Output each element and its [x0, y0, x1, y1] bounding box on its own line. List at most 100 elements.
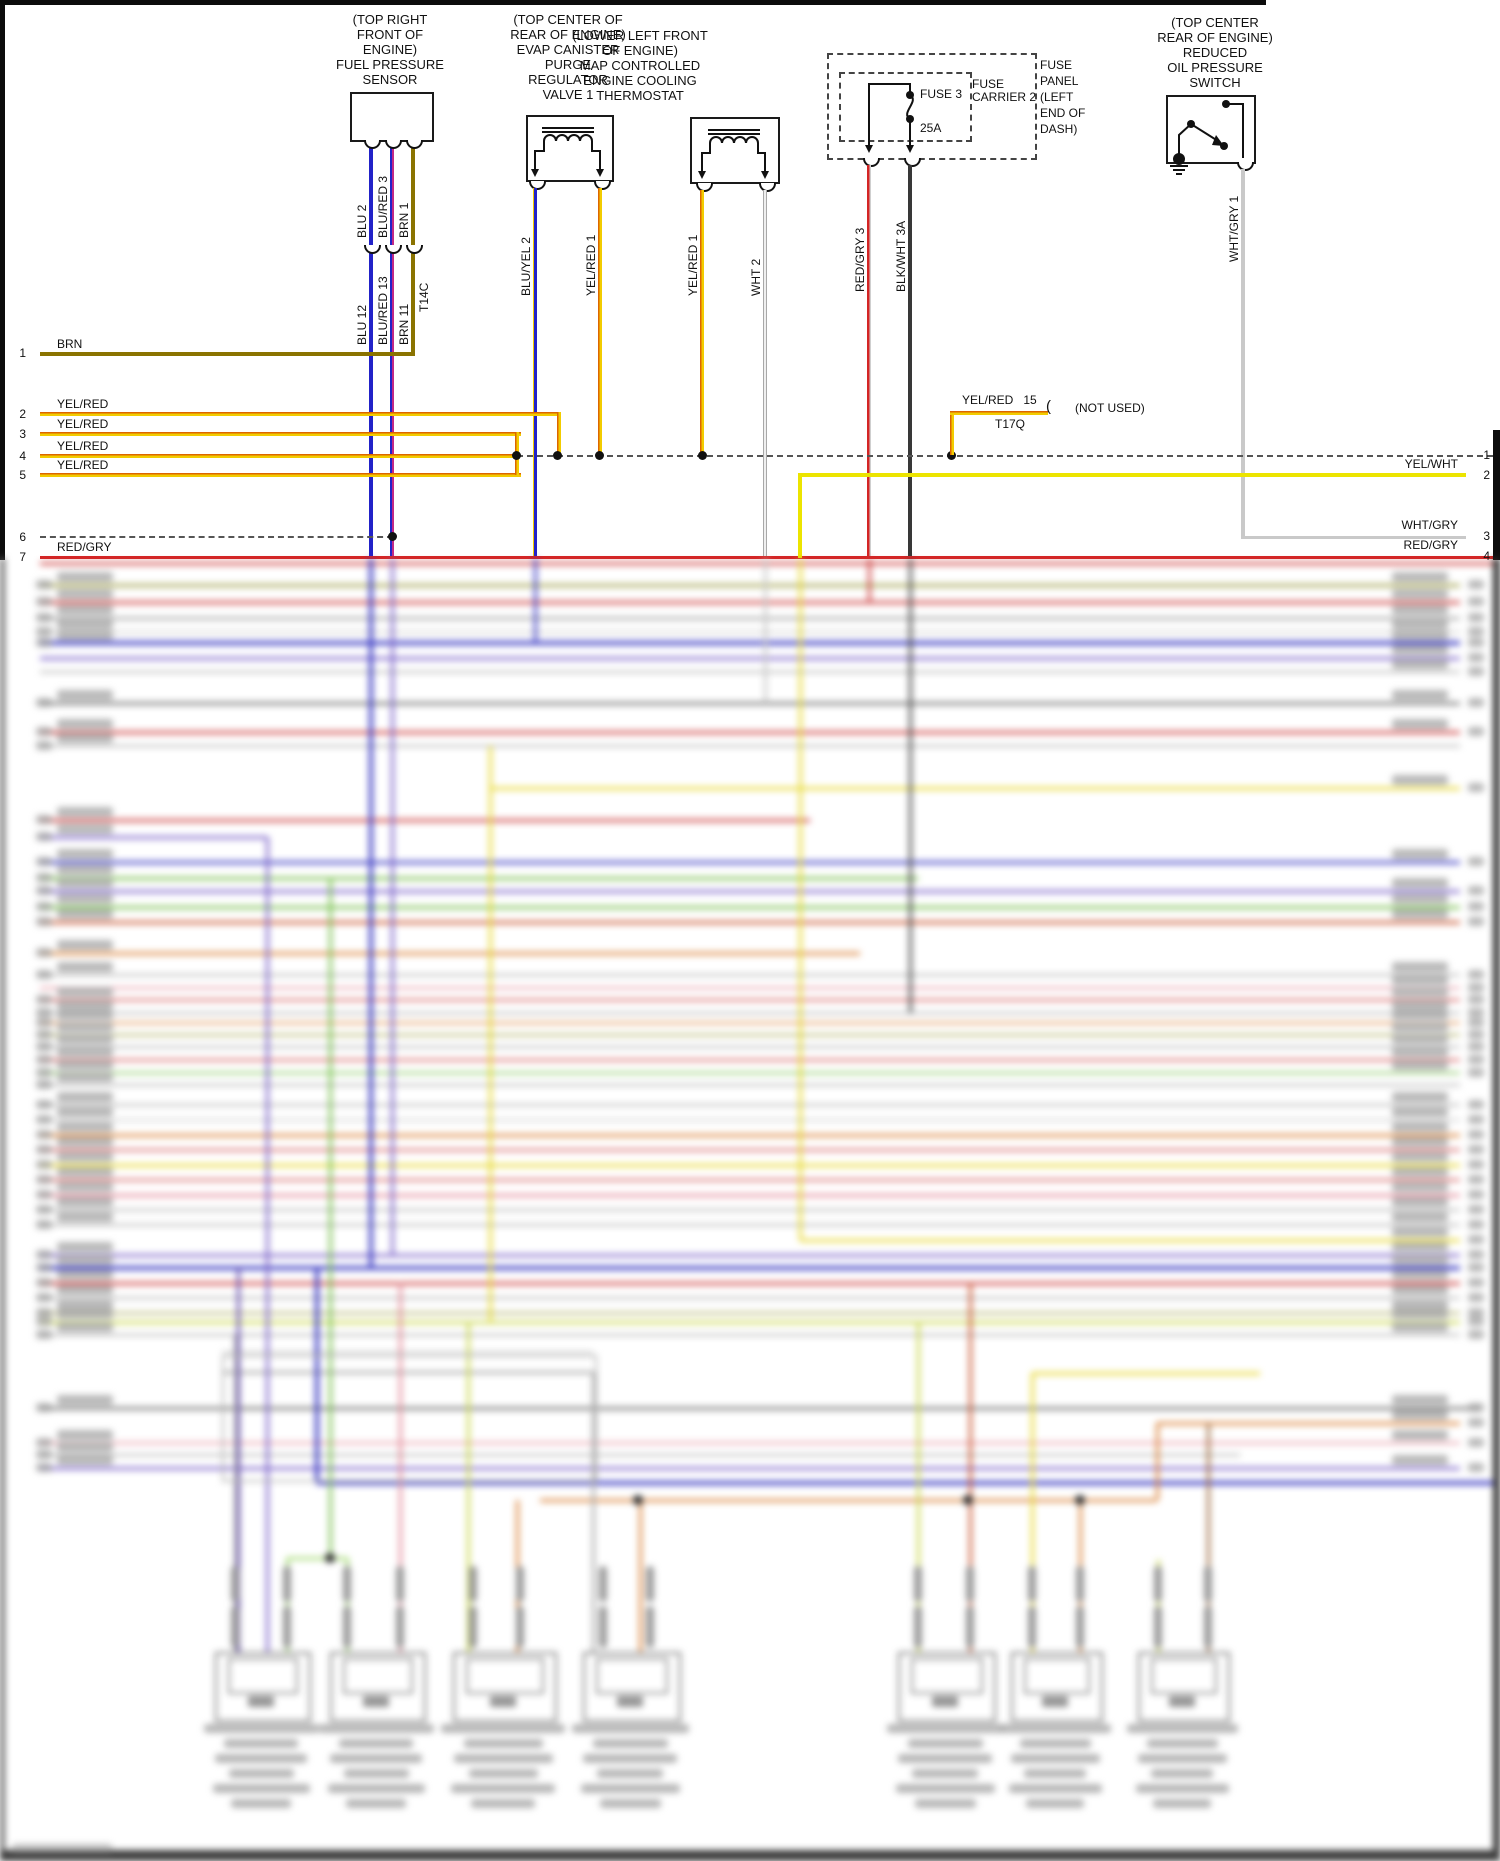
blurred-wire	[1030, 1373, 1034, 1652]
blurred-text-blob	[57, 878, 113, 888]
blurred-text-blob	[36, 1317, 52, 1326]
blurred-text-blob	[57, 940, 113, 950]
blurred-wire	[466, 1322, 470, 1652]
blurred-text-blob	[1468, 970, 1484, 979]
evap-valve-box	[526, 115, 614, 182]
blurred-wire	[1032, 1371, 1260, 1375]
blurred-text-blob	[1468, 1190, 1484, 1199]
wire-blu-yel	[533, 188, 537, 558]
blurred-text-blob	[907, 1739, 983, 1748]
blurred-text-blob	[1468, 1220, 1484, 1229]
blurred-frame	[222, 1355, 597, 1482]
blurred-text-blob	[597, 1769, 663, 1778]
blurred-text-blob	[1392, 1430, 1448, 1440]
connector-bracket	[406, 245, 423, 254]
blurred-text-blob	[1392, 630, 1448, 640]
blurred-text-blob	[1468, 1008, 1484, 1017]
blurred-text-blob	[1146, 1739, 1218, 1748]
blurred-text-blob	[1468, 638, 1484, 647]
blurred-text-blob	[471, 1799, 535, 1808]
blurred-wire	[40, 583, 1460, 587]
wire-yelred-row3-drop	[515, 432, 519, 457]
blurred-connector-tab	[490, 1696, 516, 1707]
blurred-text-blob	[583, 1754, 677, 1763]
blurred-connector-box	[1011, 1652, 1103, 1722]
stub-pin: 15	[1023, 393, 1037, 407]
wire-whtgry-row	[1243, 536, 1466, 539]
blurred-text-blob	[36, 1115, 52, 1124]
blurred-wire	[40, 1320, 1460, 1324]
blurred-text-blob	[57, 1182, 113, 1192]
blurred-right-border	[1493, 558, 1500, 1852]
blurred-text-blob	[1468, 1055, 1484, 1064]
blurred-text-blob	[1468, 727, 1484, 736]
blurred-pin	[599, 1606, 607, 1648]
blurred-text-blob	[1468, 613, 1484, 622]
blurred-text-blob	[599, 1799, 661, 1808]
blurred-text-blob	[36, 1030, 52, 1039]
row-label-left-yelred: YEL/RED	[57, 439, 109, 453]
blurred-text-blob	[1024, 1769, 1086, 1778]
blurred-text-blob	[1392, 1455, 1448, 1465]
fuel-pressure-sensor-box	[350, 92, 434, 142]
blurred-wire	[908, 558, 912, 1013]
blurred-text-blob	[1392, 1322, 1448, 1332]
blurred-text-blob	[327, 1784, 425, 1793]
wire-yel-red	[700, 190, 704, 456]
connector-bracket	[385, 245, 402, 254]
blurred-wire	[40, 1193, 1460, 1197]
blurred-wire	[968, 1283, 972, 1652]
blurred-wire	[40, 1084, 1460, 1086]
blurred-text-blob	[57, 1034, 113, 1044]
blurred-text-blob	[36, 1205, 52, 1214]
blurred-pin	[1204, 1606, 1212, 1648]
blurred-text-blob	[1468, 1308, 1484, 1317]
blurred-text-blob	[57, 1300, 113, 1310]
blurred-text-blob	[57, 1212, 113, 1222]
blurred-text-blob	[1468, 1438, 1484, 1447]
blurred-text-blob	[318, 1724, 434, 1733]
blurred-wire	[40, 974, 1460, 976]
blurred-text-blob	[57, 909, 113, 919]
blurred-text-blob	[1392, 1047, 1448, 1057]
blurred-wire	[222, 1351, 593, 1353]
blurred-text-blob	[36, 1190, 52, 1199]
blurred-connector-inner	[466, 1658, 544, 1694]
blurred-text-blob	[36, 1330, 52, 1339]
blurred-wire	[40, 1312, 1460, 1314]
junction-dot	[553, 451, 562, 460]
blurred-text-blob	[1392, 1034, 1448, 1044]
blurred-text-blob	[1468, 653, 1484, 662]
blurred-text-blob	[228, 1769, 294, 1778]
blurred-pin	[1154, 1566, 1162, 1602]
blurred-wire	[916, 1322, 920, 1652]
pin-bracket	[406, 140, 423, 149]
row-label-left-yelred: YEL/RED	[57, 417, 109, 431]
blurred-text-blob	[1392, 1300, 1448, 1310]
blurred-junction-dot	[325, 1553, 335, 1563]
fuse-panel-label: FUSE PANEL (LEFT END OF DASH)	[1040, 58, 1086, 136]
row-label-left-yelred: YEL/RED	[57, 458, 109, 472]
blurred-text-blob	[1392, 975, 1448, 985]
blurred-text-blob	[57, 1107, 113, 1117]
wire-label-blkwht-3a: BLK/WHT 3A	[894, 220, 908, 292]
blurred-text-blob	[1468, 1278, 1484, 1287]
blurred-text-blob	[592, 1739, 668, 1748]
fuse-panel-dashed-box	[827, 53, 1037, 160]
blurred-text-blob	[57, 1285, 113, 1295]
blurred-text-blob	[1392, 1010, 1448, 1020]
blurred-text-blob	[1392, 1270, 1448, 1280]
blurred-wire	[40, 876, 918, 880]
blurred-text-blob	[1392, 619, 1448, 629]
blurred-text-blob	[1468, 1330, 1484, 1339]
oil-pressure-switch-location: (TOP CENTER REAR OF ENGINE) REDUCED OIL …	[1125, 15, 1305, 90]
blurred-text-blob	[1468, 698, 1484, 707]
blurred-text-blob	[1392, 909, 1448, 919]
blurred-connector-tab	[248, 1696, 274, 1707]
blurred-pin	[1028, 1566, 1036, 1602]
blurred-text-blob	[36, 970, 52, 979]
blurred-text-blob	[1392, 1182, 1448, 1192]
blurred-text-blob	[1392, 1060, 1448, 1070]
stub-label: YEL/RED 15	[962, 394, 1037, 407]
solenoid-coil-icon	[698, 129, 769, 179]
